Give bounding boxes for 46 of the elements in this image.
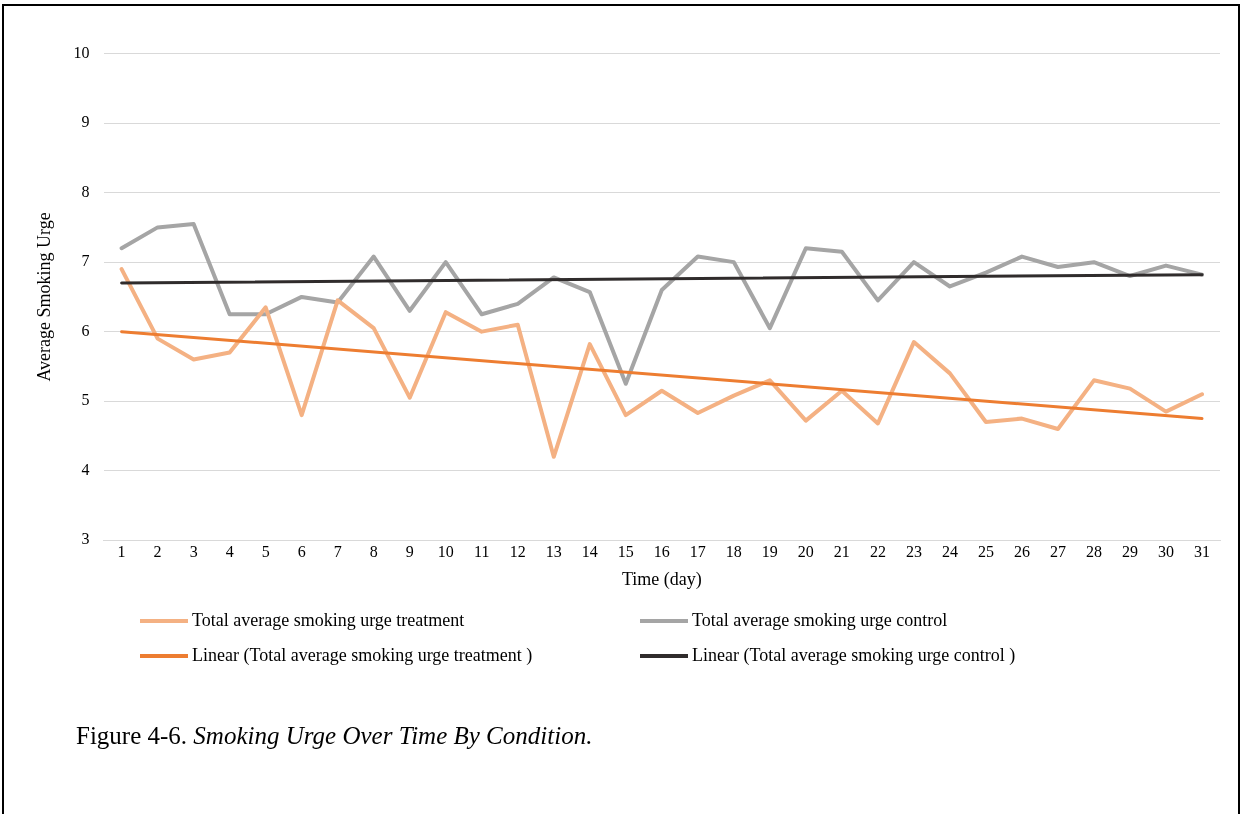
x-tick-label: 29 xyxy=(1121,543,1138,560)
x-tick-label: 15 xyxy=(617,543,634,560)
x-tick-label: 18 xyxy=(725,543,742,560)
y-tick-label: 6 xyxy=(81,321,90,339)
x-axis-title: Time (day) xyxy=(621,568,702,590)
x-tick-label: 7 xyxy=(333,543,342,560)
x-tick-label: 26 xyxy=(1013,543,1030,560)
x-tick-label: 9 xyxy=(405,543,414,560)
y-tick-label: 7 xyxy=(81,252,90,270)
y-axis-title: Average Smoking Urge xyxy=(33,212,54,382)
x-tick-label: 11 xyxy=(474,543,490,560)
x-tick-label: 24 xyxy=(941,543,958,560)
x-tick-label: 3 xyxy=(189,543,198,560)
x-tick-label: 28 xyxy=(1085,543,1102,560)
x-tick-label: 23 xyxy=(905,543,922,560)
y-tick-label: 3 xyxy=(81,530,90,548)
caption: Figure 4-6. Smoking Urge Over Time By Condition. xyxy=(76,722,593,750)
x-tick-label: 10 xyxy=(437,543,454,560)
y-tick-label: 4 xyxy=(81,460,90,478)
legend-label: Total average smoking urge treatment xyxy=(192,610,465,631)
x-tick-label: 25 xyxy=(977,543,994,560)
x-tick-label: 31 xyxy=(1193,543,1210,560)
x-tick-label: 17 xyxy=(689,543,706,560)
x-tick-label: 4 xyxy=(225,543,234,560)
x-tick-label: 13 xyxy=(545,543,562,560)
x-tick-label: 6 xyxy=(297,543,306,560)
legend-label: Linear (Total average smoking urge treatment ) xyxy=(192,645,533,666)
y-tick-label: 8 xyxy=(81,182,90,200)
legend-label: Total average smoking urge control xyxy=(692,610,948,631)
x-tick-label: 16 xyxy=(653,543,670,560)
x-tick-label: 8 xyxy=(369,543,378,560)
x-tick-label: 30 xyxy=(1157,543,1174,560)
y-tick-label: 10 xyxy=(73,43,90,61)
x-tick-label: 21 xyxy=(833,543,850,560)
x-tick-label: 2 xyxy=(153,543,162,560)
x-tick-label: 20 xyxy=(797,543,814,560)
x-tick-label: 5 xyxy=(261,543,270,560)
x-tick-label: 19 xyxy=(761,543,778,560)
x-tick-label: 27 xyxy=(1049,543,1066,560)
x-tick-label: 22 xyxy=(869,543,886,560)
legend-label: Linear (Total average smoking urge control ) xyxy=(692,645,1016,666)
x-tick-label: 1 xyxy=(117,543,126,560)
x-tick-label: 14 xyxy=(581,543,598,560)
x-tick-label: 12 xyxy=(509,543,526,560)
y-tick-label: 5 xyxy=(81,391,90,409)
y-tick-label: 9 xyxy=(81,113,90,131)
